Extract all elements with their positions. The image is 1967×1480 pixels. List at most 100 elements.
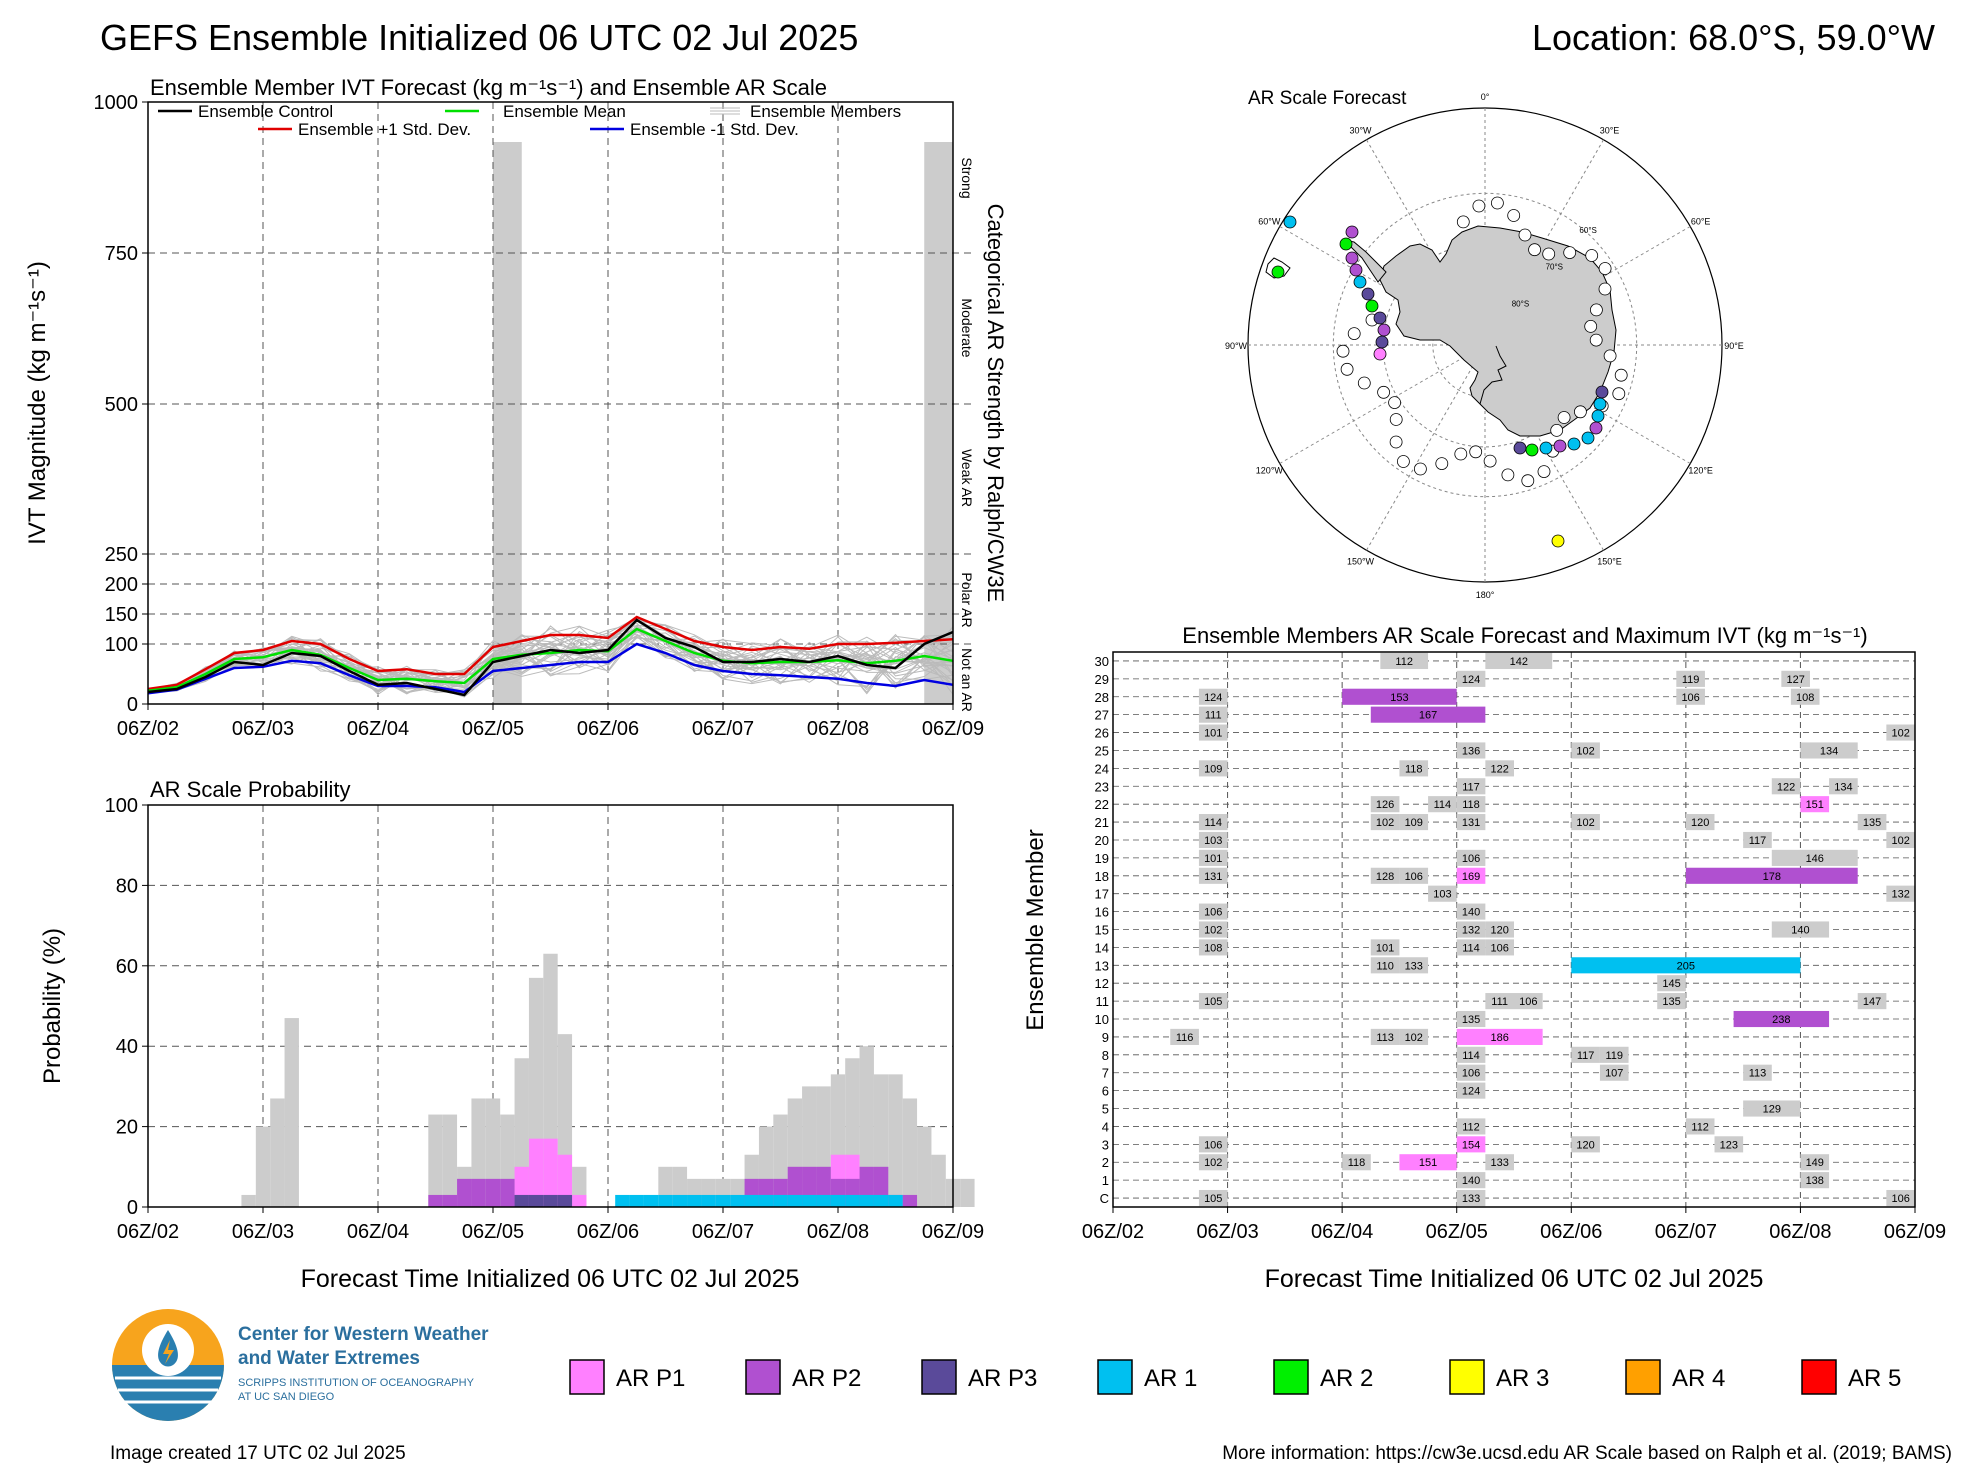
series-line-ensemble-1-std-dev-	[147, 615, 954, 691]
member-bar	[1370, 939, 1400, 956]
map-marker-non-ar	[1336, 344, 1350, 358]
legend-swatch-ar-p3	[921, 1359, 957, 1395]
member-row-label: 14	[1095, 940, 1109, 955]
member-row-label: 15	[1095, 923, 1109, 938]
member-row-label: 19	[1095, 851, 1109, 866]
prob-bar-ar-1	[845, 1194, 860, 1207]
prob-bar-ar-p1	[528, 1138, 544, 1207]
map-marker-ar	[1361, 287, 1375, 301]
member-bar	[1829, 778, 1858, 795]
member-bar	[1571, 742, 1600, 759]
member-bar	[1456, 814, 1486, 831]
member-bar-label: 154	[1462, 1139, 1480, 1151]
member-bar	[1399, 1154, 1457, 1171]
prob-y-axis-label: Probability (%)	[39, 928, 66, 1084]
member-bar	[1800, 1172, 1830, 1189]
member-bar	[1428, 796, 1457, 813]
map-lon-label: 180°	[1476, 590, 1495, 600]
map-lat-label: 70°S	[1546, 263, 1563, 272]
member-bar-label: 124	[1462, 1086, 1480, 1098]
prob-bar-ar-1	[615, 1194, 630, 1207]
member-bar	[1198, 831, 1228, 849]
prob-xtick-label: 06Z/05	[462, 1221, 524, 1243]
legend-control: Ensemble Control	[198, 102, 333, 121]
member-row-label: 18	[1095, 869, 1109, 884]
member-bar-label: 103	[1433, 889, 1451, 901]
member-bar-label: 135	[1662, 996, 1680, 1008]
ivt-grid	[148, 102, 971, 704]
members-xtick-label: 06Z/03	[1196, 1221, 1258, 1243]
legend-swatch-ar-4	[1625, 1359, 1661, 1395]
map-marker-non-ar	[1456, 215, 1470, 229]
member-bar-label: 114	[1204, 817, 1222, 829]
member-bar	[1456, 742, 1486, 759]
member-row-label: 29	[1095, 672, 1109, 687]
map-marker-non-ar	[1518, 228, 1532, 242]
map-marker-ar	[1551, 534, 1565, 548]
map-marker-ar	[1349, 263, 1363, 277]
series-line-ensemble-mean	[147, 627, 954, 693]
member-bar-label: 109	[1204, 763, 1222, 775]
member-bar-label: 106	[1204, 1139, 1222, 1151]
members-panel: Ensemble Members AR Scale Forecast and M…	[1022, 623, 1946, 1293]
map-lat-label: 80°S	[1512, 299, 1529, 308]
prob-xtick-label: 06Z/09	[922, 1221, 984, 1243]
members-x-ticks: 06Z/02 06Z/03 06Z/04 06Z/05 06Z/06 06Z/07 06Z/…	[1082, 1207, 1946, 1243]
prob-ytick-label: 0	[127, 1197, 138, 1219]
prob-ytick-label: 40	[116, 1036, 138, 1058]
prob-bar-ar-p3	[543, 1194, 558, 1207]
member-bar	[1399, 1028, 1429, 1045]
ivt-ytick-label: 500	[105, 394, 138, 416]
map-lon-label: 30°E	[1600, 125, 1620, 135]
legend-swatch-ar-3	[1449, 1359, 1485, 1395]
member-bar	[1198, 903, 1228, 920]
member-bar-label: 142	[1510, 656, 1528, 668]
member-bar-label: 101	[1204, 728, 1222, 740]
member-bar-label: 106	[1490, 942, 1508, 954]
member-bar	[1198, 706, 1228, 723]
member-bar	[1380, 652, 1429, 670]
map-meridian	[1366, 344, 1486, 551]
footer-right: More information: https://cw3e.ucsd.edu …	[1222, 1443, 1952, 1464]
logo-line-2: and Water Extremes	[238, 1348, 420, 1369]
member-bar-label: 186	[1490, 1032, 1508, 1044]
legend-swatch-ar-p1	[569, 1359, 605, 1395]
prob-xtick-label: 06Z/04	[347, 1221, 409, 1243]
map-marker-non-ar	[1612, 387, 1626, 401]
legend-swatch-ar-5	[1801, 1359, 1837, 1395]
member-bar-label: 109	[1405, 817, 1423, 829]
map-meridian	[1279, 344, 1486, 464]
ivt-ytick-label: 750	[105, 243, 138, 265]
member-bar-label: 118	[1348, 1157, 1366, 1169]
members-xtick-label: 06Z/09	[1884, 1221, 1946, 1243]
prob-bar-ar-1	[730, 1194, 745, 1207]
map-marker-non-ar	[1347, 327, 1361, 341]
map-marker-non-ar	[1357, 376, 1371, 390]
prob-x-ticks: 06Z/02 06Z/03 06Z/04 06Z/05 06Z/06 06Z/07 06Z/…	[117, 1207, 984, 1243]
member-bar	[1399, 814, 1429, 831]
member-bar	[1428, 885, 1457, 902]
member-bar-label: 133	[1462, 1193, 1480, 1205]
member-bar-label: 106	[1681, 692, 1699, 704]
ivt-legend: Ensemble Control Ensemble Mean Ensemble …	[158, 102, 901, 139]
member-bar-label: 113	[1376, 1032, 1394, 1044]
member-row-label: C	[1100, 1191, 1109, 1206]
member-bar-label: 122	[1490, 763, 1508, 775]
map-marker-non-ar	[1598, 262, 1612, 275]
member-bar-label: 101	[1204, 853, 1222, 865]
member-bar	[1485, 993, 1514, 1010]
member-bar	[1456, 1010, 1486, 1028]
map-marker-non-ar	[1397, 455, 1410, 468]
prob-bar-ar-p1	[572, 1194, 587, 1207]
ivt-xtick-label: 06Z/03	[232, 718, 294, 740]
members-xtick-label: 06Z/08	[1769, 1221, 1831, 1243]
legend-label-ar-p1: AR P1	[616, 1365, 685, 1392]
map-marker-non-ar	[1454, 447, 1468, 461]
member-row-label: 2	[1102, 1155, 1109, 1170]
member-row-label: 4	[1102, 1119, 1109, 1134]
ivt-ytick-label: 100	[105, 634, 138, 656]
member-bar-label: 106	[1519, 996, 1537, 1008]
member-row-label: 23	[1095, 779, 1109, 794]
members-plot-frame	[1112, 651, 1916, 1208]
member-bar	[1485, 921, 1514, 938]
